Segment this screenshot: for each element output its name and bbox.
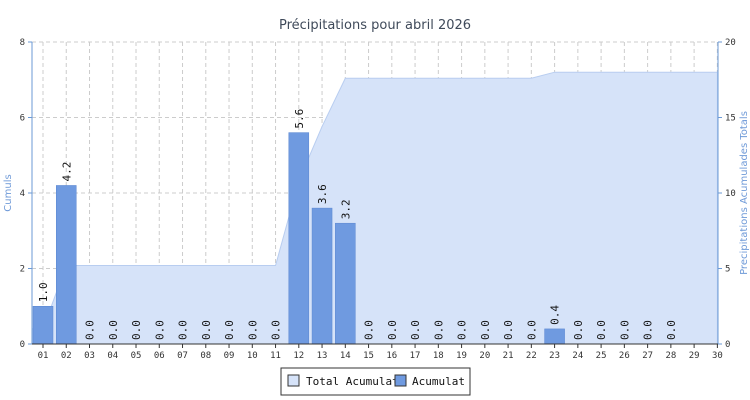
bar-day-23 xyxy=(544,328,565,345)
x-tick-label: 05 xyxy=(131,351,142,361)
y-left-tick-label: 4 xyxy=(20,189,25,199)
y-left-tick-label: 8 xyxy=(20,38,25,48)
x-tick-label: 25 xyxy=(596,351,607,361)
bar-value-label: 0.0 xyxy=(386,320,399,340)
x-tick-label: 18 xyxy=(433,351,444,361)
bar-day-13 xyxy=(311,207,333,345)
bar-value-label: 0.0 xyxy=(409,320,422,340)
legend: Total Acumulat Acumulat xyxy=(280,367,471,396)
bar-day-14 xyxy=(335,222,356,345)
total-acumulat-area xyxy=(31,71,718,345)
y-right-tick-label: 5 xyxy=(725,265,730,275)
x-tick-label: 09 xyxy=(224,351,235,361)
legend-swatch-acumulat xyxy=(394,374,407,387)
legend-label-total: Total Acumulat xyxy=(306,375,399,388)
bar-labels-layer: 1.0 4.2 0.0 0.0 0.0 0.0 0.0 0.0 0.0 0.0 0.0 5.6 3.6 3… xyxy=(37,109,678,340)
bar-value-label: 0.0 xyxy=(107,320,120,340)
y-right-axis-label: Precipitations Acumulades Totals xyxy=(739,111,750,275)
y-left-tick-label: 2 xyxy=(20,265,25,275)
bar-value-label: 0.0 xyxy=(432,320,445,340)
x-tick-label: 27 xyxy=(642,351,653,361)
x-tick-label: 22 xyxy=(526,351,537,361)
x-tick-label: 19 xyxy=(456,351,467,361)
legend-label-acumulat: Acumulat xyxy=(412,375,465,388)
x-tick-label: 28 xyxy=(665,351,676,361)
bar-value-label: 3.6 xyxy=(316,184,329,204)
bar-value-label: 0.0 xyxy=(153,320,166,340)
bar-value-label: 0.0 xyxy=(130,320,143,340)
x-tick-label: 08 xyxy=(200,351,211,361)
x-tick-label: 01 xyxy=(38,351,49,361)
legend-box xyxy=(280,367,471,396)
legend-swatch-total xyxy=(287,374,300,387)
bar-value-label: 0.4 xyxy=(549,305,562,325)
y-right-tick-label: 20 xyxy=(725,38,736,48)
x-tick-label: 17 xyxy=(410,351,421,361)
bar-value-label: 0.0 xyxy=(456,320,469,340)
bar-value-label: 1.0 xyxy=(37,282,50,302)
y-left-tick-labels: 0 2 4 6 8 xyxy=(20,38,32,350)
bar-value-label: 0.0 xyxy=(479,320,492,340)
bar-value-label: 0.0 xyxy=(270,320,283,340)
x-tick-label: 15 xyxy=(363,351,374,361)
y-right-tick-label: 0 xyxy=(725,340,730,350)
y-right-tick-labels: 0 5 10 15 20 xyxy=(718,38,736,350)
bar-day-02 xyxy=(56,185,77,345)
bar-value-label: 0.0 xyxy=(665,320,678,340)
x-tick-label: 14 xyxy=(340,351,351,361)
x-tick-label: 07 xyxy=(177,351,188,361)
bar-value-label: 0.0 xyxy=(618,320,631,340)
x-tick-label: 30 xyxy=(712,351,723,361)
x-tick-label: 20 xyxy=(479,351,490,361)
chart-title: Précipitations pour abril 2026 xyxy=(279,18,471,33)
x-tick-label: 21 xyxy=(503,351,514,361)
x-tick-label: 12 xyxy=(293,351,304,361)
y-right-tick-label: 10 xyxy=(725,189,736,199)
bar-value-label: 0.0 xyxy=(84,320,97,340)
bar-value-label: 0.0 xyxy=(177,320,190,340)
x-tick-label: 13 xyxy=(317,351,328,361)
x-tick-label: 04 xyxy=(107,351,118,361)
x-tick-labels: 01 02 03 04 05 06 07 08 09 10 11 12 13 14 15 16 17 18 19 20… xyxy=(38,344,723,361)
x-tick-label: 02 xyxy=(61,351,72,361)
x-tick-label: 29 xyxy=(689,351,700,361)
y-right-tick-label: 15 xyxy=(725,114,736,124)
bar-value-label: 0.0 xyxy=(572,320,585,340)
bar-value-label: 0.0 xyxy=(642,320,655,340)
bar-value-label: 0.0 xyxy=(502,320,515,340)
y-left-axis-label: Cumuls xyxy=(3,174,14,211)
total-area-layer xyxy=(31,71,718,345)
bars-layer xyxy=(32,132,565,345)
x-tick-label: 03 xyxy=(84,351,95,361)
bar-day-12 xyxy=(288,132,310,345)
bar-value-label: 3.2 xyxy=(339,199,352,219)
bar-value-label: 0.0 xyxy=(246,320,259,340)
bar-value-label: 4.2 xyxy=(60,162,73,182)
x-tick-label: 26 xyxy=(619,351,630,361)
y-left-tick-label: 0 xyxy=(20,340,25,350)
x-tick-label: 06 xyxy=(154,351,165,361)
bar-value-label: 0.0 xyxy=(525,320,538,340)
x-tick-label: 24 xyxy=(572,351,583,361)
bar-value-label: 0.0 xyxy=(223,320,236,340)
bar-value-label: 0.0 xyxy=(200,320,213,340)
y-left-tick-label: 6 xyxy=(20,114,25,124)
bar-value-label: 0.0 xyxy=(363,320,376,340)
x-tick-label: 16 xyxy=(386,351,397,361)
x-tick-label: 23 xyxy=(549,351,560,361)
bar-value-label: 5.6 xyxy=(293,109,306,129)
bar-day-01 xyxy=(32,306,54,345)
x-tick-label: 11 xyxy=(270,351,281,361)
bar-value-label: 0.0 xyxy=(595,320,608,340)
x-tick-label: 10 xyxy=(247,351,258,361)
